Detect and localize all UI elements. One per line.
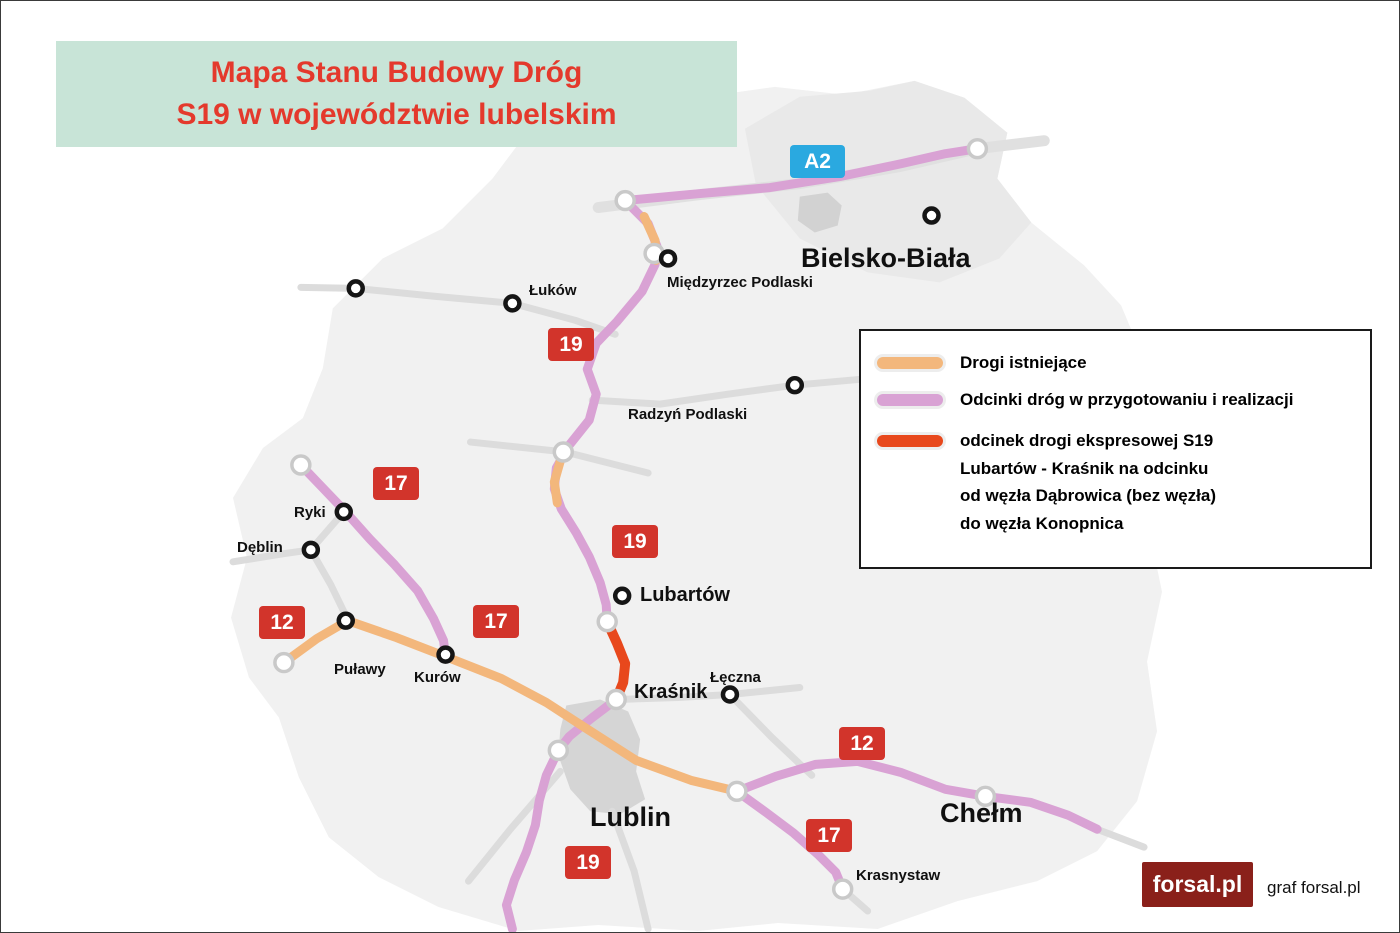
road-badge-19-mid: 19 bbox=[612, 525, 658, 558]
road-badge-17-southeast: 17 bbox=[806, 819, 852, 852]
road-12-east bbox=[732, 756, 1102, 834]
legend-label-existing: Drogi istniejące bbox=[960, 353, 1087, 372]
legend: Drogi istniejące Odcinki dróg w przygoto… bbox=[859, 329, 1372, 569]
city-dot-lukow bbox=[503, 294, 522, 313]
city-label-ryki: Ryki bbox=[294, 504, 326, 521]
planned-roads bbox=[296, 144, 1102, 932]
city-label-radzyn: Radzyń Podlaski bbox=[628, 406, 748, 423]
northeast-region-shade bbox=[744, 80, 1032, 283]
graphic-credit: graf forsal.pl bbox=[1267, 878, 1361, 897]
legend-item-existing: Drogi istniejące bbox=[877, 353, 1354, 373]
road-12-17-existing bbox=[279, 616, 742, 796]
city-label-kurow: Kurów bbox=[414, 669, 461, 686]
city-dot-pulawy bbox=[336, 611, 355, 630]
road-17-northwest bbox=[296, 460, 451, 662]
city-label-krasnystaw: Krasnystaw bbox=[856, 867, 941, 884]
road-s19-south bbox=[501, 695, 621, 932]
legend-swatch-existing bbox=[877, 357, 943, 369]
city-label-deblin: Dęblin bbox=[237, 539, 283, 556]
city-label-chelm: Chełm bbox=[940, 798, 1023, 828]
map-title-line2: S19 w województwie lubelskim bbox=[176, 98, 617, 131]
city-dot-ryki bbox=[334, 502, 353, 522]
city-label-krasnik: Kraśnik bbox=[634, 681, 708, 703]
city-dot-lubartow bbox=[612, 586, 632, 605]
road-badge-12-west: 12 bbox=[259, 606, 305, 639]
city-label-lublin: Lublin bbox=[590, 802, 671, 832]
city-label-bielsko: Bielsko-Biała bbox=[801, 243, 971, 273]
city-dot-leczna bbox=[720, 685, 740, 704]
legend-swatch-s19-segment bbox=[877, 435, 943, 447]
road-badge-19-south: 19 bbox=[565, 846, 611, 879]
city-dot-kurow bbox=[436, 645, 455, 664]
road-badge-17-northwest: 17 bbox=[373, 467, 419, 500]
legend-s19-line3: od węzła Dąbrowica (bez węzła) bbox=[960, 486, 1217, 505]
city-dot-miedzyrzec bbox=[658, 249, 678, 268]
legend-s19-line4: do węzła Konopnica bbox=[960, 513, 1124, 533]
road-existing-segment-mid bbox=[549, 456, 565, 508]
road-badge-19-north: 19 bbox=[548, 328, 594, 361]
road-badge-17-mid: 17 bbox=[473, 605, 519, 638]
city-dot-bielsko bbox=[922, 206, 941, 225]
voivodeship-shape bbox=[231, 80, 1163, 932]
forsal-logo: forsal.pl bbox=[1142, 862, 1253, 907]
legend-item-s19-segment: odcinek drogi ekspresowej S19 Lubartów -… bbox=[877, 427, 1354, 537]
legend-swatch-planned bbox=[877, 394, 943, 406]
city-dot-radzyn bbox=[785, 375, 805, 395]
map-title: Mapa Stanu Budowy Dróg S19 w województwi… bbox=[56, 41, 737, 147]
city-label-leczna: Łęczna bbox=[710, 669, 761, 686]
road-badge-12-east: 12 bbox=[839, 727, 885, 760]
city-label-miedzyrzec: Międzyrzec Podlaski bbox=[667, 274, 813, 291]
bielsko-urban-area bbox=[797, 192, 842, 233]
city-label-pulawy: Puławy bbox=[334, 661, 386, 678]
city-label-lubartow: Lubartów bbox=[640, 584, 730, 606]
city-dot-deblin bbox=[301, 540, 321, 560]
road-s19-dabrowica-konopnica-segment bbox=[602, 616, 631, 705]
legend-label-planned: Odcinki dróg w przygotowaniu i realizacj… bbox=[960, 390, 1294, 409]
city-dots bbox=[301, 206, 941, 704]
legend-s19-line2: Lubartów - Kraśnik na odcinku bbox=[960, 458, 1209, 478]
legend-item-planned: Odcinki dróg w przygotowaniu i realizacj… bbox=[877, 390, 1354, 410]
city-dot-unnamed-west bbox=[346, 279, 365, 298]
legend-label-s19-segment: odcinek drogi ekspresowej S19 Lubartów -… bbox=[960, 427, 1216, 537]
legend-s19-line1: odcinek drogi ekspresowej S19 bbox=[960, 431, 1214, 450]
junction-nodes bbox=[273, 137, 997, 900]
city-label-lukow: Łuków bbox=[529, 282, 577, 299]
road-badge-a2: A2 bbox=[790, 145, 845, 178]
map-title-line1: Mapa Stanu Budowy Dróg bbox=[210, 56, 583, 89]
